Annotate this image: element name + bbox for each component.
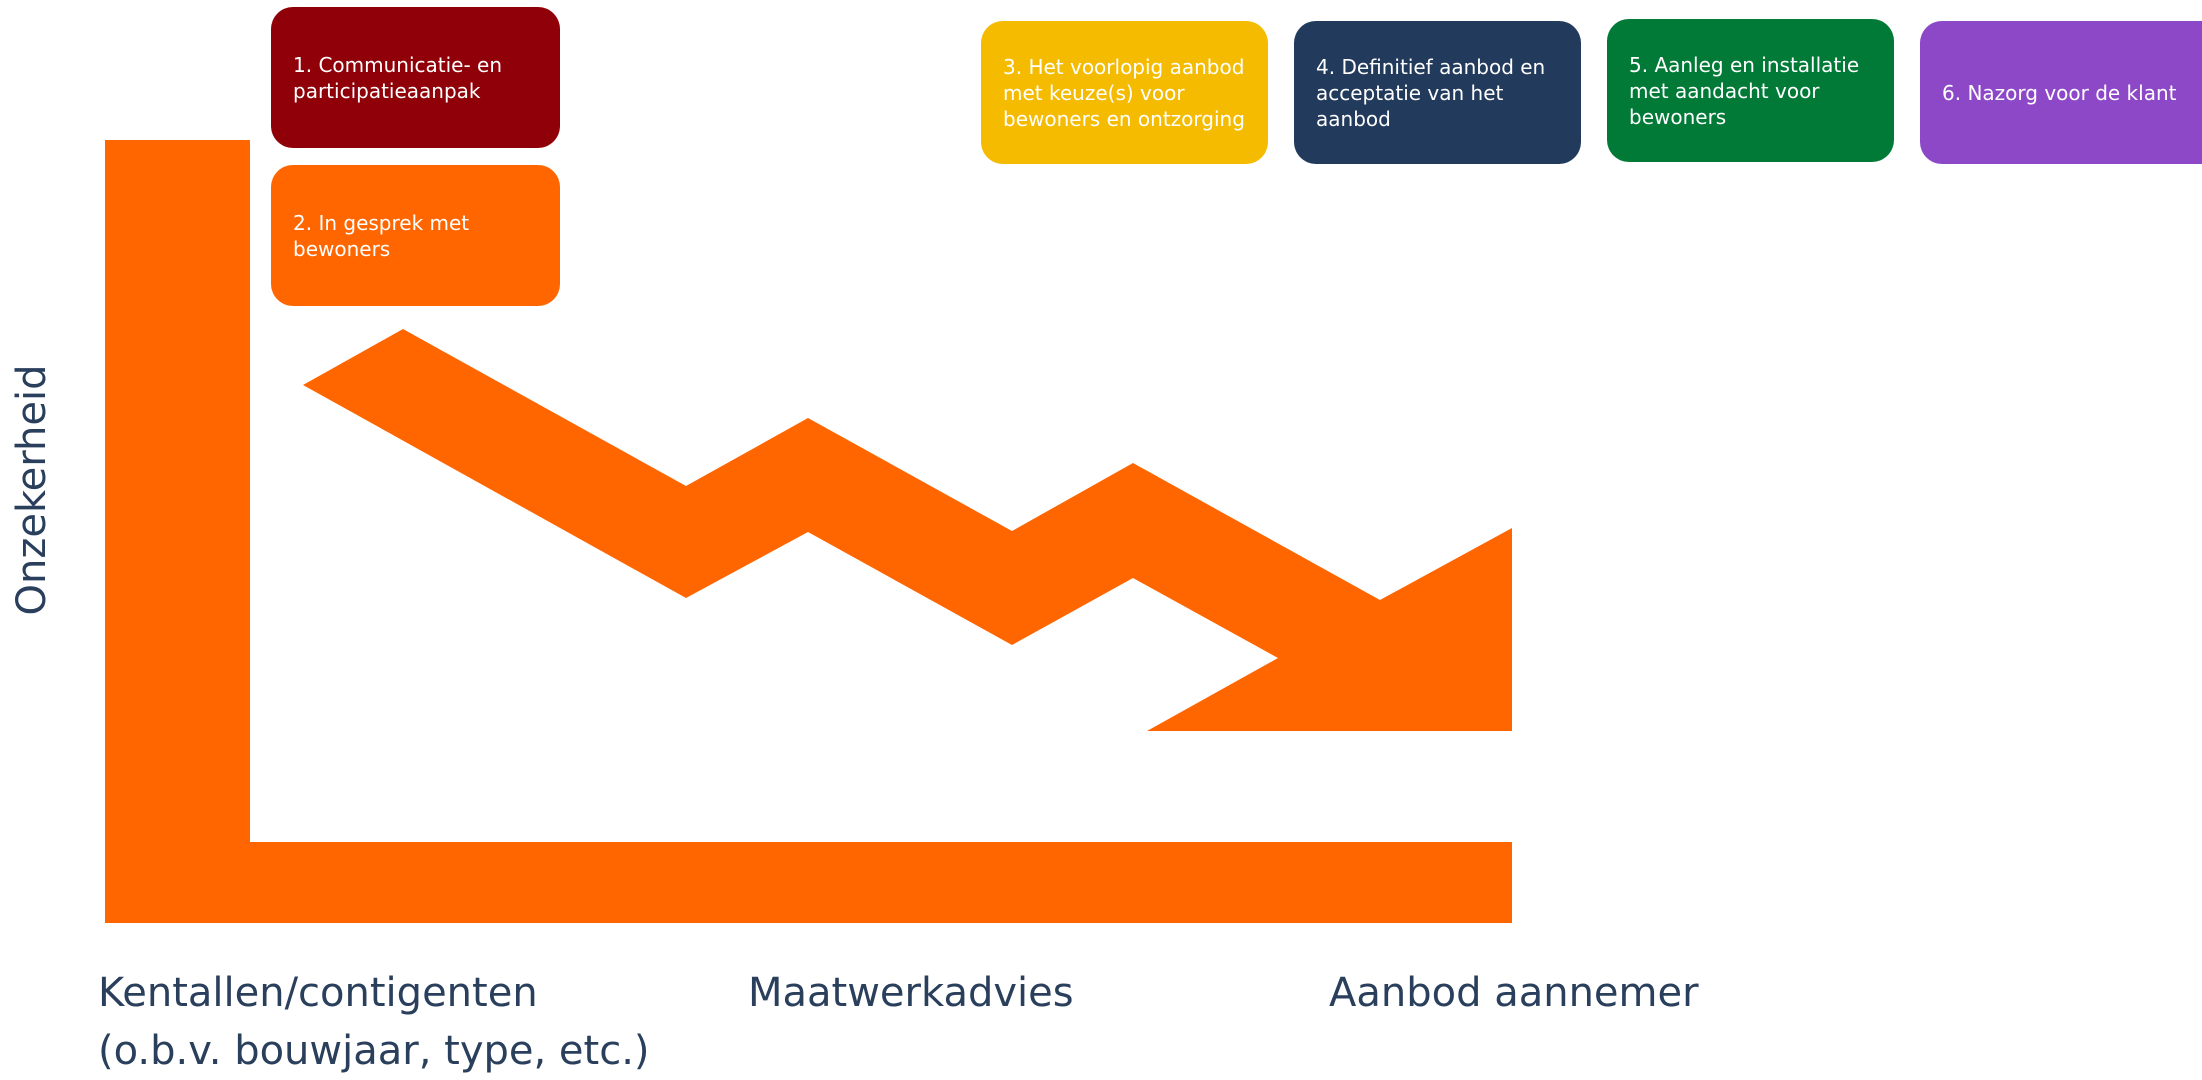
step-box-3: 3. Het voorlopig aanbod met keuze(s) voo… — [981, 21, 1268, 164]
x-axis-label-2-line1: Maatwerkadvies — [748, 970, 1074, 1016]
x-axis-label-2: Maatwerkadvies — [748, 964, 1074, 1022]
step-1-label: 1. Communicatie- en participatieaanpak — [293, 52, 503, 103]
axis-l-shape — [105, 140, 1512, 923]
x-axis-label-3: Aanbod aannemer — [1329, 964, 1699, 1022]
x-axis-label-1-line2: (o.b.v. bouwjaar, type, etc.) — [98, 1028, 650, 1074]
step-2-label: 2. In gesprek met bewoners — [293, 210, 470, 261]
step-5-label: 5. Aanleg en installatie met aandacht vo… — [1629, 52, 1860, 129]
x-axis-label-3-line1: Aanbod aannemer — [1329, 970, 1699, 1016]
step-box-4: 4. Definitief aanbod en acceptatie van h… — [1294, 21, 1581, 164]
step-box-1: 1. Communicatie- en participatieaanpak — [271, 7, 560, 148]
x-axis-label-1-line1: Kentallen/contigenten — [98, 970, 538, 1016]
x-axis-label-1: Kentallen/contigenten (o.b.v. bouwjaar, … — [98, 964, 650, 1080]
step-6-label: 6. Nazorg voor de klant — [1942, 80, 2177, 105]
step-4-label: 4. Definitief aanbod en acceptatie van h… — [1316, 54, 1546, 131]
step-3-label: 3. Het voorlopig aanbod met keuze(s) voo… — [1003, 54, 1245, 131]
step-box-5: 5. Aanleg en installatie met aandacht vo… — [1607, 19, 1894, 162]
zigzag-arrow — [303, 329, 1512, 731]
step-box-6: 6. Nazorg voor de klant — [1920, 21, 2202, 164]
step-box-2: 2. In gesprek met bewoners — [271, 165, 560, 306]
y-axis-label: Onzekerheid — [9, 364, 55, 616]
